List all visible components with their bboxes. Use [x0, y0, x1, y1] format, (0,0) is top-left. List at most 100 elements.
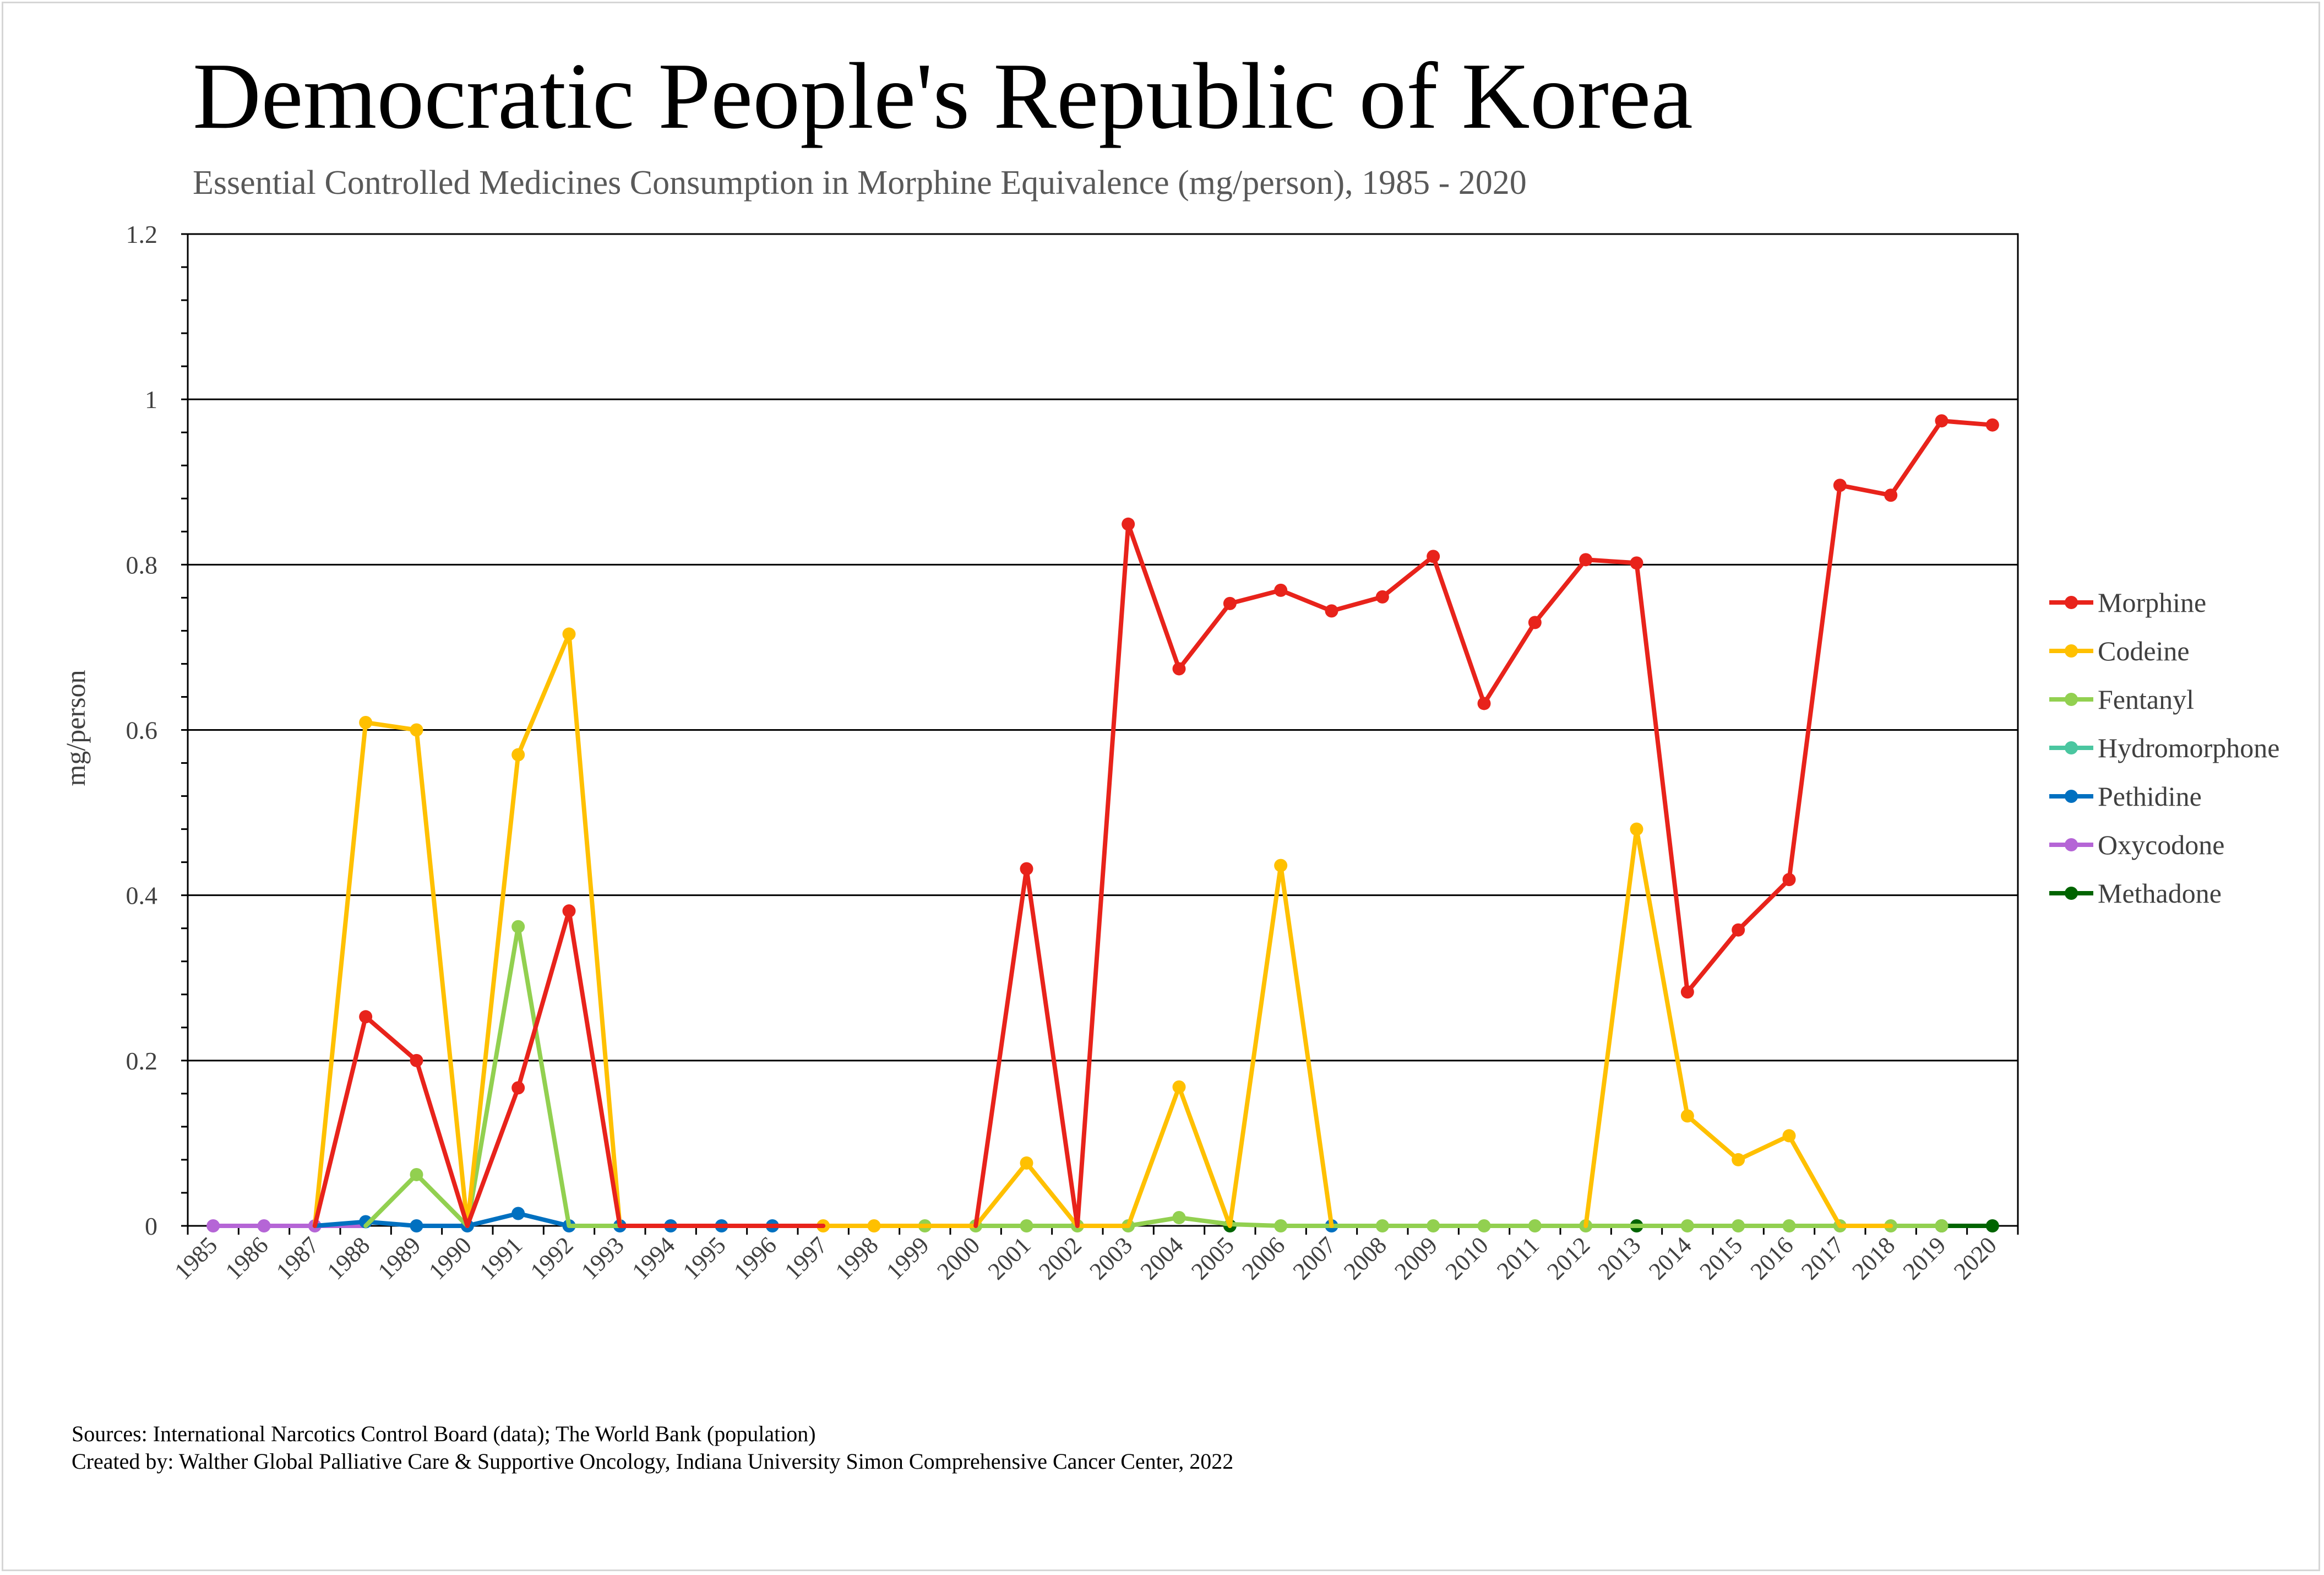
codeine-line	[1583, 827, 1893, 1228]
fentanyl-point	[1680, 1219, 1694, 1232]
methadone-point	[1985, 1219, 1999, 1232]
morphine-point	[1528, 616, 1542, 629]
x-tick-label: 2017	[1796, 1231, 1849, 1285]
x-tick-label: 1991	[474, 1231, 527, 1285]
morphine-point	[1477, 697, 1491, 710]
legend-marker-codeine	[2065, 644, 2078, 658]
morphine-point	[1935, 414, 1949, 428]
morphine-point	[1172, 662, 1186, 676]
y-axis-label: mg/person	[60, 670, 91, 786]
morphine-point	[1274, 583, 1288, 597]
codeine-line	[1227, 863, 1334, 1228]
morphine-point	[1985, 418, 1999, 432]
series-codeine	[312, 627, 1893, 1232]
x-tick-label: 2004	[1135, 1231, 1189, 1285]
legend-marker-pethidine	[2065, 790, 2078, 803]
codeine-point	[359, 715, 373, 729]
codeine-line	[312, 632, 673, 1228]
chart-title: Democratic People's Republic of Korea	[193, 44, 1693, 149]
morphine-point	[562, 904, 576, 918]
x-tick-label: 1989	[373, 1231, 426, 1285]
x-tick-label: 2009	[1389, 1231, 1443, 1285]
y-tick-label: 1	[145, 385, 157, 414]
x-tick-label: 2018	[1847, 1231, 1900, 1285]
fentanyl-point	[511, 920, 525, 933]
codeine-point	[1274, 859, 1288, 872]
legend: Morphine Codeine Fentanyl Hydromorphone Peth…	[2049, 587, 2280, 909]
series-morphine	[312, 414, 1999, 1228]
legend-marker-oxycodone	[2065, 838, 2078, 851]
y-tick-label: 0.8	[126, 551, 158, 579]
x-tick-label: 2014	[1643, 1231, 1697, 1285]
x-tick-label: 2012	[1542, 1231, 1595, 1285]
x-tick-label: 1996	[728, 1231, 782, 1285]
x-tick-label: 1985	[169, 1231, 222, 1285]
fentanyl-point	[1528, 1219, 1542, 1232]
codeine-point	[1732, 1153, 1745, 1166]
morphine-line	[312, 909, 826, 1228]
codeine-point	[1630, 822, 1643, 836]
fentanyl-point	[1020, 1219, 1033, 1232]
morphine-point	[1223, 596, 1237, 610]
series-lines	[206, 414, 1999, 1232]
footer-sources: Sources: International Narcotics Control…	[72, 1421, 816, 1446]
oxycodone-point	[206, 1219, 220, 1232]
morphine-point	[359, 1010, 373, 1024]
fentanyl-point	[1274, 1219, 1288, 1232]
morphine-point	[1884, 488, 1898, 502]
fentanyl-point	[1935, 1219, 1949, 1232]
x-tick-label: 2000	[932, 1231, 985, 1285]
fentanyl-line	[516, 924, 622, 1228]
x-tick-label: 1992	[525, 1231, 579, 1285]
footer-created-by: Created by: Walther Global Palliative Ca…	[72, 1449, 1233, 1474]
codeine-point	[867, 1219, 881, 1232]
morphine-point	[1782, 873, 1796, 887]
x-tick-label: 2020	[1949, 1231, 2002, 1285]
codeine-point	[511, 748, 525, 762]
morphine-point	[1122, 517, 1135, 531]
x-tick-label: 1993	[576, 1231, 629, 1285]
morphine-point	[1680, 985, 1694, 999]
x-tick-label: 2007	[1288, 1231, 1341, 1285]
series-fentanyl	[363, 920, 1949, 1232]
morphine-point	[1732, 923, 1745, 937]
pethidine-point	[511, 1207, 525, 1220]
morphine-point	[410, 1053, 423, 1067]
x-tick-label: 1988	[322, 1231, 375, 1285]
x-tick-label: 1999	[881, 1231, 934, 1285]
x-tick-label: 2011	[1492, 1231, 1544, 1284]
x-tick-label: 2008	[1338, 1231, 1392, 1285]
x-tick-label: 1987	[271, 1231, 324, 1285]
legend-label-morphine: Morphine	[2098, 587, 2206, 618]
legend-marker-morphine	[2065, 596, 2078, 609]
x-tick-label: 2010	[1440, 1231, 1494, 1285]
x-tick-label: 2001	[983, 1231, 1036, 1285]
fentanyl-point	[1427, 1219, 1440, 1232]
gridlines	[188, 398, 2018, 1062]
legend-label-hydromorphone: Hydromorphone	[2098, 732, 2280, 763]
x-tick-label: 1998	[830, 1231, 884, 1285]
legend-label-pethidine: Pethidine	[2098, 781, 2202, 812]
chart-subtitle: Essential Controlled Medicines Consumpti…	[193, 164, 1527, 202]
fentanyl-point	[1782, 1219, 1796, 1232]
codeine-point	[1782, 1129, 1796, 1143]
legend-marker-fentanyl	[2065, 693, 2078, 706]
x-tick-label: 2013	[1593, 1231, 1646, 1285]
morphine-point	[1325, 604, 1338, 618]
x-tick-label: 1997	[779, 1231, 832, 1285]
x-tick-label: 2006	[1237, 1231, 1290, 1285]
codeine-point	[562, 627, 576, 641]
codeine-point	[1020, 1156, 1033, 1170]
morphine-point	[1579, 553, 1593, 567]
morphine-line	[973, 419, 1995, 1228]
legend-marker-hydromorphone	[2065, 741, 2078, 754]
oxycodone-point	[257, 1219, 271, 1232]
codeine-point	[1680, 1109, 1694, 1123]
legend-label-oxycodone: Oxycodone	[2098, 829, 2225, 860]
x-tick-labels: 1985198619871988198919901991199219931994…	[169, 1231, 2002, 1285]
fentanyl-point	[1375, 1219, 1389, 1232]
y-tick-labels: 0 0.2 0.4 0.6 0.8 1 1.2	[126, 220, 158, 1240]
fentanyl-line	[872, 1215, 1944, 1228]
